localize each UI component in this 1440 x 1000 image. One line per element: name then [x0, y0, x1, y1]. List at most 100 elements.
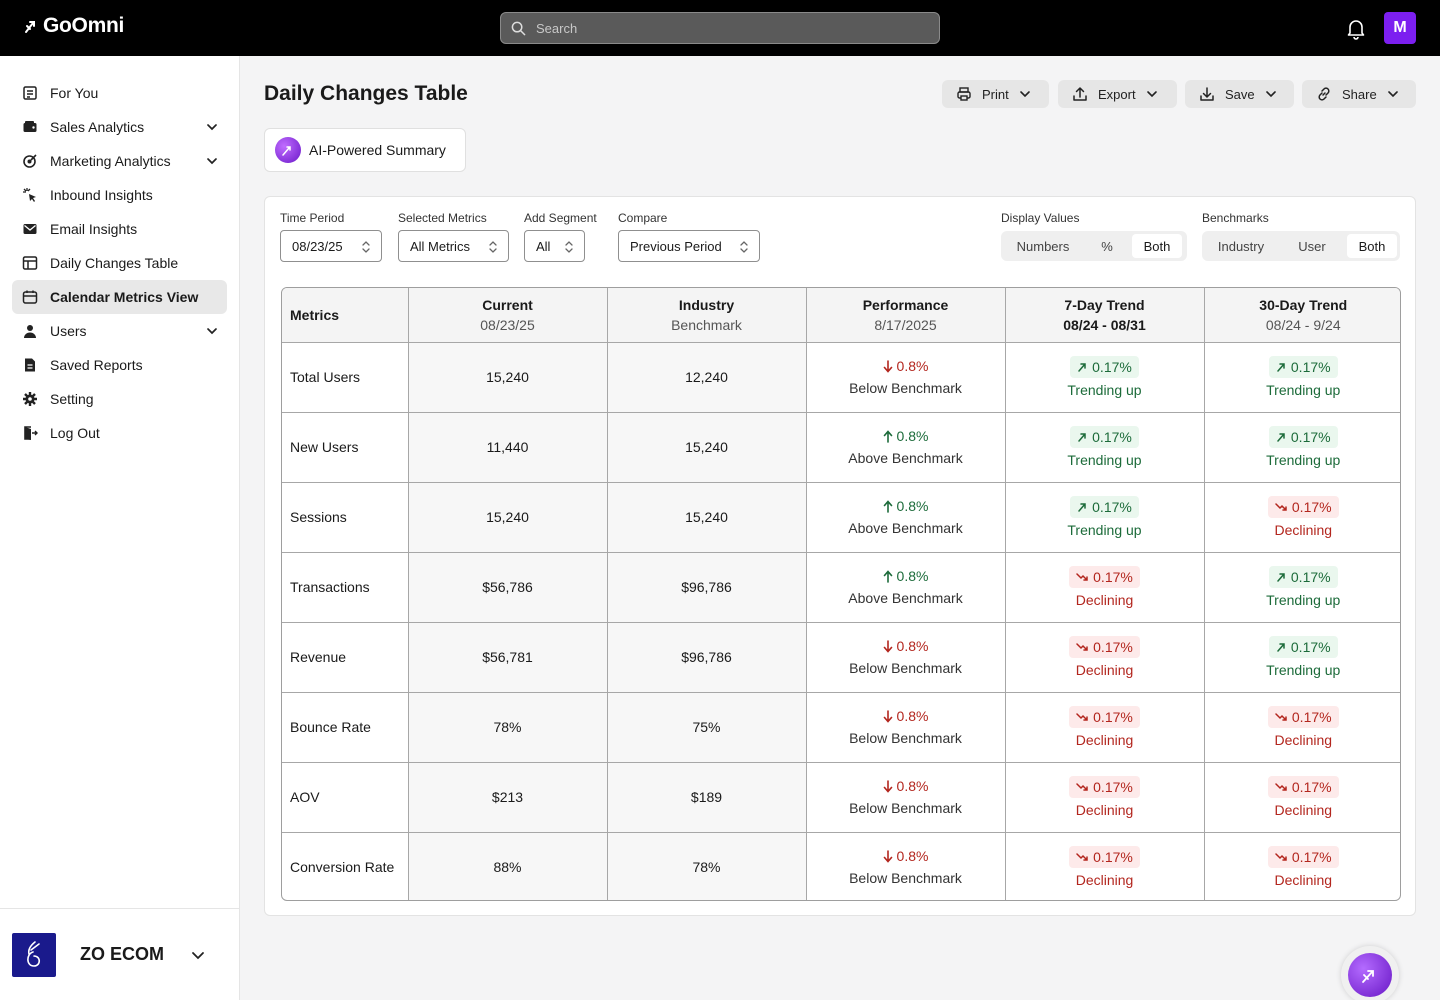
performance-cell: 0.8% Above Benchmark	[805, 411, 1006, 483]
sidebar-item-sales-analytics[interactable]: Sales Analytics	[12, 110, 227, 144]
search-input[interactable]	[536, 20, 916, 36]
header-industry[interactable]: Industry Benchmark	[606, 288, 807, 343]
header-7day-trend[interactable]: 7-Day Trend 08/24 - 08/31	[1004, 288, 1205, 343]
trend-7day-badge: 0.17%	[1070, 496, 1139, 518]
trending-up-icon	[1077, 362, 1087, 372]
table-row[interactable]: Transactions $56,786 $96,786 0.8% Above Benc…	[282, 551, 1400, 623]
benchmark-user-option[interactable]: User	[1298, 238, 1326, 254]
performance-value: 0.8%	[896, 778, 929, 794]
trending-up-icon	[1077, 432, 1087, 442]
performance-cell: 0.8% Above Benchmark	[805, 481, 1006, 553]
trend-7day-cell: 0.17% Declining	[1004, 761, 1205, 833]
current-value: 11,440	[407, 411, 608, 483]
benchmarks-toggle: Industry User Both	[1202, 231, 1400, 261]
table-row[interactable]: New Users 11,440 15,240 0.8% Above Benchmark…	[282, 411, 1400, 483]
trend-7day-cell: 0.17% Trending up	[1004, 341, 1205, 413]
header-performance-title: Performance	[862, 296, 949, 313]
chevron-down-icon	[1146, 91, 1157, 98]
sidebar-item-label: Inbound Insights	[50, 187, 153, 203]
file-icon	[22, 357, 38, 373]
metric-name: Total Users	[282, 341, 409, 413]
compare-value: Previous Period	[630, 238, 722, 254]
sidebar-item-for-you[interactable]: For You	[12, 76, 227, 110]
arrow-down-icon	[883, 709, 893, 723]
selected-metrics-select[interactable]: All Metrics	[398, 230, 509, 262]
trend-30day-badge: 0.17%	[1268, 356, 1338, 378]
sidebar-item-users[interactable]: Users	[12, 314, 227, 348]
workspace-name: ZO ECOM	[80, 944, 164, 964]
compare-select[interactable]: Previous Period	[618, 230, 760, 262]
arrow-down-icon	[883, 849, 893, 863]
add-segment-value: All	[536, 238, 551, 254]
user-avatar[interactable]: M	[1384, 12, 1416, 44]
ai-assistant-fab[interactable]	[1341, 946, 1399, 1000]
trend-30day-badge: 0.17%	[1268, 426, 1338, 448]
benchmark-industry-option[interactable]: Industry	[1217, 238, 1265, 254]
trend-30day-cell: 0.17% Trending up	[1203, 341, 1400, 413]
search-bar[interactable]	[500, 12, 940, 44]
sidebar-item-inbound-insights[interactable]: Inbound Insights	[12, 178, 227, 212]
trend-30day-label: Trending up	[1266, 382, 1341, 398]
industry-value: 12,240	[606, 341, 807, 413]
table-row[interactable]: Conversion Rate 88% 78% 0.8% Below Benchmark…	[282, 831, 1400, 900]
sidebar-item-saved-reports[interactable]: Saved Reports	[12, 348, 227, 382]
table-row[interactable]: AOV $213 $189 0.8% Below Benchmark 0.17% Decli…	[282, 761, 1400, 833]
display-percent-option[interactable]: %	[1101, 238, 1113, 254]
trend-7day-value: 0.17%	[1093, 779, 1133, 795]
performance-value: 0.8%	[896, 848, 929, 865]
chevron-down-icon	[207, 158, 217, 165]
performance-change: 0.8%	[807, 638, 1005, 654]
calendar-icon	[22, 289, 38, 305]
table-row[interactable]: Total Users 15,240 12,240 0.8% Below Benchma…	[282, 341, 1400, 413]
sidebar-item-marketing-analytics[interactable]: Marketing Analytics	[12, 144, 227, 178]
sidebar-item-label: Calendar Metrics View	[50, 289, 199, 305]
save-button[interactable]: Save	[1185, 80, 1294, 108]
chevron-down-icon	[207, 124, 217, 131]
top-bar: GoOmni M	[0, 0, 1440, 56]
table-row[interactable]: Bounce Rate 78% 75% 0.8% Below Benchmark 0.17…	[282, 691, 1400, 763]
sidebar-item-calendar-metrics-view[interactable]: Calendar Metrics View	[12, 280, 227, 314]
export-button[interactable]: Export	[1058, 80, 1177, 108]
benchmark-both-option[interactable]: Both	[1347, 234, 1397, 258]
performance-cell: 0.8% Below Benchmark	[805, 341, 1006, 413]
feed-icon	[22, 85, 38, 101]
metric-name: Bounce Rate	[282, 691, 409, 763]
app-logo[interactable]: GoOmni	[24, 14, 124, 38]
trend-30day-value: 0.17%	[1291, 499, 1332, 515]
display-values-label: Display Values	[1001, 211, 1080, 225]
sidebar-item-label: Sales Analytics	[50, 119, 145, 135]
trend-7day-label: Trending up	[1067, 522, 1142, 538]
ai-summary-button[interactable]: AI-Powered Summary	[264, 128, 466, 172]
time-period-select[interactable]: 08/23/25	[280, 230, 382, 262]
share-button[interactable]: Share	[1302, 80, 1416, 108]
sidebar-item-daily-changes-table[interactable]: Daily Changes Table	[12, 246, 227, 280]
chevron-down-icon	[1019, 91, 1030, 98]
add-segment-select[interactable]: All	[524, 230, 585, 262]
trend-30day-cell: 0.17% Trending up	[1203, 551, 1400, 623]
sidebar-item-email-insights[interactable]: Email Insights	[12, 212, 227, 246]
add-segment-label: Add Segment	[524, 211, 597, 225]
chevron-updown-icon	[489, 241, 497, 253]
table-row[interactable]: Revenue $56,781 $96,786 0.8% Below Benchmark…	[282, 621, 1400, 693]
sidebar-item-log-out[interactable]: Log Out	[12, 416, 227, 450]
metric-name: Transactions	[282, 551, 409, 623]
display-numbers-option[interactable]: Numbers	[1016, 238, 1070, 254]
header-metrics[interactable]: Metrics	[282, 288, 409, 343]
performance-value: 0.8%	[896, 428, 929, 444]
performance-cell: 0.8% Below Benchmark	[805, 831, 1006, 900]
display-both-option[interactable]: Both	[1132, 234, 1182, 258]
notifications-button[interactable]	[1344, 16, 1368, 45]
app-name: GoOmni	[43, 14, 125, 37]
trend-30day-cell: 0.17% Trending up	[1203, 411, 1400, 483]
target-icon	[22, 153, 38, 169]
header-30day-trend[interactable]: 30-Day Trend 08/24 - 9/24	[1203, 288, 1400, 343]
header-current[interactable]: Current 08/23/25	[407, 288, 608, 343]
sidebar-item-setting[interactable]: Setting	[12, 382, 227, 416]
trending-down-icon	[1076, 572, 1088, 582]
chevron-down-icon	[192, 952, 204, 960]
workspace-switcher[interactable]: ZO ECOM	[0, 908, 239, 1000]
table-row[interactable]: Sessions 15,240 15,240 0.8% Above Benchmark 0…	[282, 481, 1400, 553]
changes-card: Time Period 08/23/25 Selected Metrics Al…	[264, 196, 1416, 916]
print-button[interactable]: Print	[942, 80, 1049, 108]
header-performance[interactable]: Performance 8/17/2025	[805, 288, 1006, 343]
